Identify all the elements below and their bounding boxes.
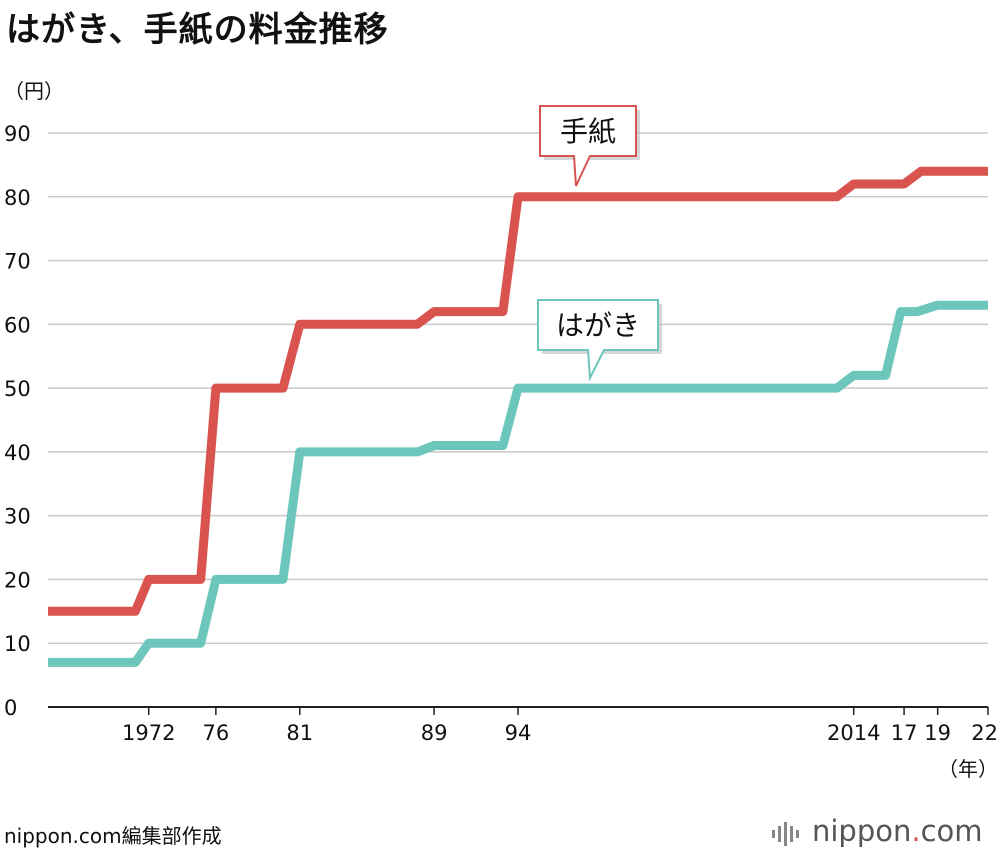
- logo-bars-icon: [772, 822, 799, 846]
- series-name-label: 手紙: [560, 115, 616, 148]
- series-line-letter: [48, 166, 988, 616]
- x-tick-labels: 1972 76 81 89 94 2014 17 19 22: [122, 707, 998, 745]
- logo-text: nippon.com: [812, 814, 983, 848]
- y-axis-label: （円）: [4, 79, 64, 103]
- y-tick-label: 50: [4, 377, 31, 401]
- y-tick-label: 20: [4, 568, 31, 592]
- y-tick-label: 80: [4, 186, 31, 210]
- x-tick-label: 76: [202, 721, 229, 745]
- x-tick-label: 89: [421, 721, 448, 745]
- x-tick-label: 19: [924, 721, 951, 745]
- callout-letter: 手紙: [539, 105, 640, 187]
- y-tick-label: 70: [4, 250, 31, 274]
- y-tick-label: 40: [4, 441, 31, 465]
- x-tick-label: 94: [505, 721, 532, 745]
- x-tick-label: 17: [891, 721, 918, 745]
- y-tick-label: 10: [4, 632, 31, 656]
- source-credit: nippon.com編集部作成: [4, 824, 222, 848]
- y-tick-labels: 0 10 20 30 40 50 60 70 80 90: [4, 122, 31, 720]
- nippon-logo: nippon.com: [772, 812, 996, 852]
- y-tick-label: 60: [4, 313, 31, 337]
- x-tick-label: 22: [971, 721, 998, 745]
- x-tick-label: 1972: [122, 721, 175, 745]
- x-axis-label: （年）: [938, 757, 998, 781]
- x-tick-label: 81: [286, 721, 313, 745]
- series-line-postcard: [48, 300, 988, 667]
- series-lines: [48, 166, 988, 667]
- y-tick-label: 30: [4, 505, 31, 529]
- series-name-label: はがき: [556, 309, 640, 342]
- y-tick-label: 0: [4, 696, 17, 720]
- line-chart: 0 10 20 30 40 50 60 70 80 90 1972 76 81 89 94 2014 17 19…: [4, 79, 998, 781]
- y-tick-label: 90: [4, 122, 31, 146]
- callout-postcard: はがき: [537, 299, 662, 382]
- chart-title: はがき、手紙の料金推移: [6, 10, 389, 50]
- x-tick-label: 2014: [827, 721, 880, 745]
